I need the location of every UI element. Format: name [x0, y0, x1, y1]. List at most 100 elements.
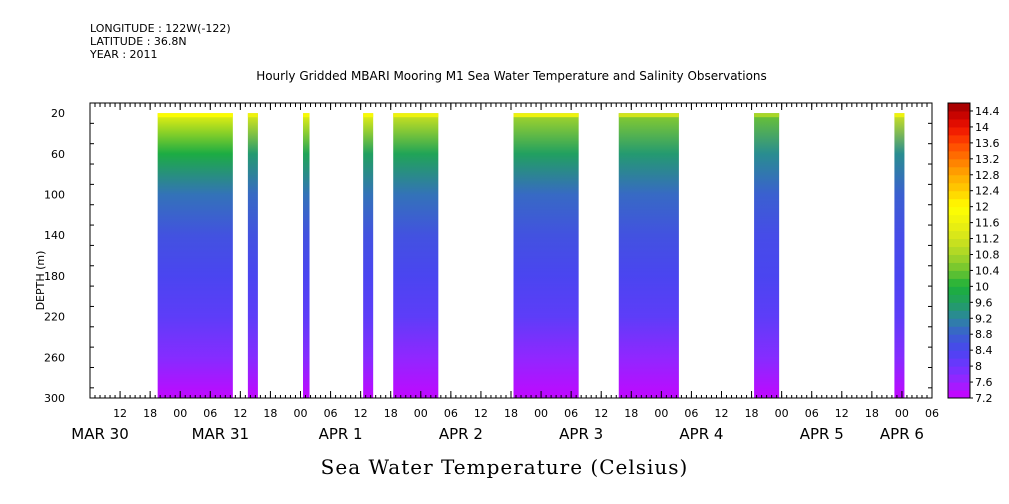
colorbar-swatch: [948, 294, 970, 303]
x-tick-label: 12: [715, 407, 729, 420]
colorbar-swatch: [948, 310, 970, 319]
x-tick-label: 06: [564, 407, 578, 420]
data-segment: [303, 113, 310, 398]
colorbar-swatch: [948, 254, 970, 263]
colorbar-swatch: [948, 214, 970, 224]
colorbar-swatch: [948, 166, 970, 176]
colorbar-frame: [947, 102, 971, 399]
x-tick-label: 06: [203, 407, 217, 420]
colorbar-label: 13.2: [975, 153, 1000, 166]
colorbar-label: 7.6: [975, 376, 993, 389]
x-tick-label: 18: [865, 407, 879, 420]
longitude-label: LONGITUDE : 122W(-122): [90, 22, 231, 35]
x-day-label: MAR 31: [192, 425, 249, 443]
x-tick-label: 18: [745, 407, 759, 420]
data-segment: [157, 113, 233, 398]
colorbar-swatch: [948, 206, 970, 216]
data-segment-surface: [513, 113, 579, 118]
colorbar-swatch: [948, 382, 970, 391]
colorbar-swatch: [948, 374, 970, 383]
x-tick-label: 18: [384, 407, 398, 420]
colorbar-swatch: [948, 246, 970, 255]
colorbar-swatch: [948, 134, 970, 144]
data-segment: [363, 113, 374, 398]
x-tick-label: 12: [233, 407, 247, 420]
x-tick-label: 12: [594, 407, 608, 420]
x-tick-label: 00: [294, 407, 308, 420]
x-tick-label: 12: [835, 407, 849, 420]
colorbar-swatch: [948, 262, 970, 271]
data-segments: [157, 113, 905, 398]
colorbar-swatch: [948, 342, 970, 351]
data-segment: [894, 113, 905, 398]
y-tick-label: 140: [44, 229, 65, 242]
colorbar-swatch: [948, 222, 970, 232]
colorbar-label: 14: [975, 121, 989, 134]
colorbar-swatch: [948, 270, 970, 279]
x-day-label: APR 2: [439, 425, 483, 443]
x-axis-ticks: 12 18 00 06 12 18 00 06 12 18 00 06 12 18 00 06 12 18 00 06…: [71, 103, 939, 443]
colorbar-swatch: [948, 190, 970, 200]
y-axis-label: DEPTH (m): [34, 251, 47, 311]
colorbar-swatch: [948, 318, 970, 327]
colorbar-swatch: [948, 110, 970, 120]
latitude-label: LATITUDE : 36.8N: [90, 35, 187, 48]
colorbar-label: 8: [975, 360, 982, 373]
year-label: YEAR : 2011: [90, 48, 158, 61]
x-tick-label: 06: [444, 407, 458, 420]
colorbar-swatch: [948, 366, 970, 375]
colorbar-swatch: [948, 118, 970, 128]
x-tick-label: 18: [263, 407, 277, 420]
colorbar-swatch: [948, 326, 970, 335]
colorbar-swatch: [948, 334, 970, 343]
x-tick-label: 12: [474, 407, 488, 420]
colorbar-swatch: [948, 182, 970, 192]
colorbar-swatch: [948, 302, 970, 311]
colorbar-label: 11.6: [975, 217, 1000, 230]
y-tick-label: 100: [44, 189, 65, 202]
colorbar: 14.4 14 13.6 13.2 12.8 12.4 12 11.6 11.2 10.8 10.4…: [947, 102, 1000, 405]
x-tick-label: 18: [143, 407, 157, 420]
colorbar-swatch: [948, 142, 970, 152]
x-tick-label: 00: [775, 407, 789, 420]
data-segment: [393, 113, 439, 398]
y-tick-label: 180: [44, 270, 65, 283]
x-tick-label: 06: [805, 407, 819, 420]
colorbar-label: 10.8: [975, 248, 1000, 261]
y-tick-label: 300: [44, 392, 65, 405]
x-day-label: APR 1: [319, 425, 363, 443]
data-segment-surface: [618, 113, 679, 118]
x-tick-label: 00: [173, 407, 187, 420]
x-day-label: APR 3: [559, 425, 603, 443]
x-day-label: APR 5: [800, 425, 844, 443]
colorbar-label: 11.2: [975, 233, 1000, 246]
y-tick-label: 20: [51, 107, 65, 120]
colorbar-label: 10.4: [975, 264, 1000, 277]
colorbar-swatch: [948, 350, 970, 359]
colorbar-swatch: [948, 126, 970, 136]
x-day-label: APR 6: [880, 425, 924, 443]
colorbar-swatch: [948, 278, 970, 287]
y-axis-ticks: 20 60 100 140 180 220 260 300: [44, 102, 932, 405]
colorbar-label: 9.2: [975, 312, 993, 325]
colorbar-label: 8.8: [975, 328, 993, 341]
data-segment-surface: [894, 113, 905, 118]
chart-title: Hourly Gridded MBARI Mooring M1 Sea Wate…: [256, 69, 767, 83]
data-segment-surface: [363, 113, 374, 118]
colorbar-label: 8.4: [975, 344, 993, 357]
data-segment: [618, 113, 679, 398]
x-tick-label: 00: [414, 407, 428, 420]
x-tick-label: 12: [354, 407, 368, 420]
data-segment: [754, 113, 780, 398]
colorbar-swatch: [948, 158, 970, 168]
x-tick-label: 06: [324, 407, 338, 420]
x-tick-label: 06: [684, 407, 698, 420]
colorbar-label: 10: [975, 280, 989, 293]
colorbar-swatch: [948, 286, 970, 295]
colorbar-swatch: [948, 198, 970, 208]
data-segment-surface: [393, 113, 439, 118]
colorbar-swatch: [948, 390, 970, 399]
data-segment: [247, 113, 258, 398]
x-tick-label: 00: [895, 407, 909, 420]
